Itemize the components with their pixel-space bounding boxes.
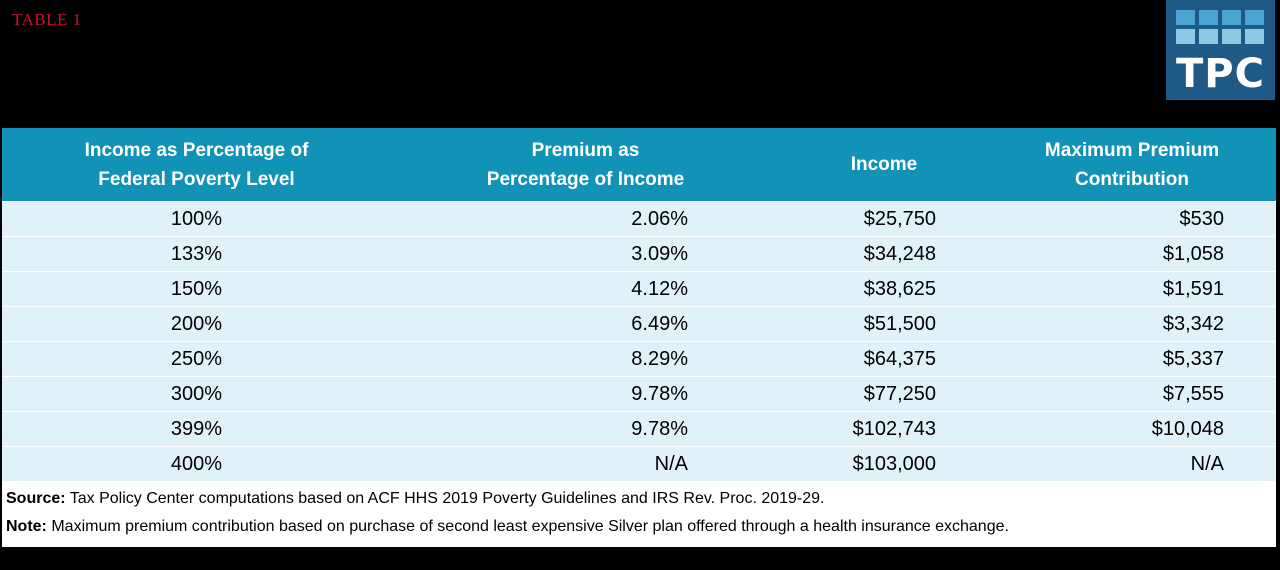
table-cell: 250%	[2, 341, 391, 377]
source-line: Source: Tax Policy Center computations b…	[6, 485, 1272, 513]
header-income-pct-fpl: Income as Percentage of Federal Poverty …	[2, 128, 391, 202]
table-cell: N/A	[391, 446, 780, 481]
premium-table: Income as Percentage of Federal Poverty …	[2, 128, 1276, 481]
logo-tile	[1199, 10, 1218, 25]
table-notes: Source: Tax Policy Center computations b…	[2, 481, 1276, 547]
table-cell: $7,555	[988, 376, 1276, 412]
table-cell: $34,248	[780, 236, 988, 272]
logo-tile	[1176, 10, 1195, 25]
table-row: 200% 6.49% $51,500 $3,342	[2, 306, 1276, 342]
table-cell: 200%	[2, 306, 391, 342]
logo-text: TPC	[1176, 51, 1265, 97]
table-cell: 399%	[2, 411, 391, 447]
table-cell: 4.12%	[391, 271, 780, 307]
table-cell: 150%	[2, 271, 391, 307]
note-line: Note: Maximum premium contribution based…	[6, 513, 1272, 541]
table-cell: $25,750	[780, 201, 988, 237]
data-table-container: Income as Percentage of Federal Poverty …	[2, 128, 1276, 547]
table-cell: 9.78%	[391, 411, 780, 447]
table-cell: $51,500	[780, 306, 988, 342]
logo-tile	[1245, 10, 1264, 25]
table-cell: 3.09%	[391, 236, 780, 272]
table-cell: $10,048	[988, 411, 1276, 447]
header-premium-pct-income: Premium as Percentage of Income	[391, 128, 780, 202]
table-header-row: Income as Percentage of Federal Poverty …	[2, 128, 1276, 202]
tpc-logo: TPC	[1166, 0, 1275, 100]
header-income: Income	[780, 128, 988, 202]
table-cell: $77,250	[780, 376, 988, 412]
table-cell: 100%	[2, 201, 391, 237]
source-text: Tax Policy Center computations based on …	[65, 490, 825, 507]
logo-tile	[1222, 10, 1241, 25]
note-label: Note:	[6, 518, 47, 535]
note-text: Maximum premium contribution based on pu…	[46, 518, 1009, 535]
logo-tile	[1245, 29, 1264, 44]
table-cell: $1,058	[988, 236, 1276, 272]
table-cell: N/A	[988, 446, 1276, 481]
table-cell: 9.78%	[391, 376, 780, 412]
table-body: 100% 2.06% $25,750 $530 133% 3.09% $34,248 $1,0…	[2, 201, 1276, 481]
table-cell: 8.29%	[391, 341, 780, 377]
table-cell: $1,591	[988, 271, 1276, 307]
table-cell: 400%	[2, 446, 391, 481]
table-cell: $38,625	[780, 271, 988, 307]
table-cell: $103,000	[780, 446, 988, 481]
table-cell: $102,743	[780, 411, 988, 447]
table-cell: $530	[988, 201, 1276, 237]
table-row: 150% 4.12% $38,625 $1,591	[2, 271, 1276, 307]
table-row: 100% 2.06% $25,750 $530	[2, 201, 1276, 237]
table-row: 133% 3.09% $34,248 $1,058	[2, 236, 1276, 272]
table-row: 250% 8.29% $64,375 $5,337	[2, 341, 1276, 377]
table-cell: 300%	[2, 376, 391, 412]
source-label: Source:	[6, 490, 66, 507]
table-row: 400% N/A $103,000 N/A	[2, 446, 1276, 481]
table-row: 399% 9.78% $102,743 $10,048	[2, 411, 1276, 447]
table-label: TABLE 1	[12, 10, 82, 29]
logo-tile	[1199, 29, 1218, 44]
table-cell: 6.49%	[391, 306, 780, 342]
logo-tile	[1176, 29, 1195, 44]
table-cell: $64,375	[780, 341, 988, 377]
logo-tile	[1222, 29, 1241, 44]
table-row: 300% 9.78% $77,250 $7,555	[2, 376, 1276, 412]
header-max-premium: Maximum Premium Contribution	[988, 128, 1276, 202]
table-cell: 133%	[2, 236, 391, 272]
table-cell: $5,337	[988, 341, 1276, 377]
table-cell: $3,342	[988, 306, 1276, 342]
logo-tile-grid	[1176, 10, 1264, 44]
table-cell: 2.06%	[391, 201, 780, 237]
